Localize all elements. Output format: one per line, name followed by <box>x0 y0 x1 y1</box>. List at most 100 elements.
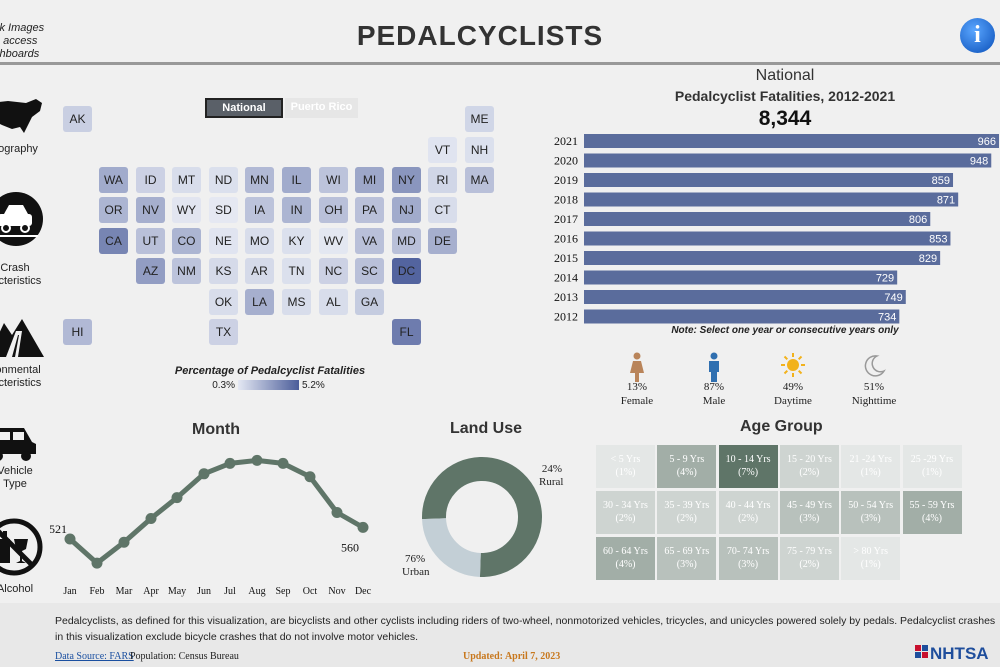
state-tile-nv[interactable]: NV <box>136 197 165 223</box>
state-tile-fl[interactable]: FL <box>392 319 421 345</box>
year-bar-2015[interactable] <box>584 251 941 265</box>
age-cell[interactable]: 10 - 14 Yrs (7%) <box>718 445 778 488</box>
state-tile-nd[interactable]: ND <box>209 167 238 193</box>
state-tile-az[interactable]: AZ <box>136 258 165 284</box>
state-tile-ca[interactable]: CA <box>99 228 128 254</box>
month-point-jan[interactable] <box>64 533 76 545</box>
state-tile-nj[interactable]: NJ <box>392 197 421 223</box>
month-point-nov[interactable] <box>331 507 343 518</box>
year-bar-2017[interactable] <box>584 212 931 226</box>
year-bar-2012[interactable] <box>584 309 900 324</box>
state-tile-id[interactable]: ID <box>136 167 165 193</box>
year-bar-2020[interactable] <box>584 153 992 168</box>
nav-alcohol-label[interactable]: Alcohol <box>0 583 34 595</box>
month-point-may[interactable] <box>171 492 183 504</box>
month-point-jul[interactable] <box>224 457 236 469</box>
age-cell[interactable]: 35 - 39 Yrs (2%) <box>657 491 717 534</box>
state-tile-in[interactable]: IN <box>282 197 311 223</box>
state-tile-ut[interactable]: UT <box>136 228 165 254</box>
state-tile-va[interactable]: VA <box>355 228 384 254</box>
age-cell[interactable]: 65 - 69 Yrs (3%) <box>657 537 717 580</box>
state-tile-ne[interactable]: NE <box>209 228 238 254</box>
state-tile-ma[interactable]: MA <box>465 167 494 193</box>
state-tile-nm[interactable]: NM <box>172 258 201 284</box>
nav-vehicle-label[interactable]: Vehicle Type <box>0 465 33 490</box>
national-toggle[interactable]: National <box>205 98 283 118</box>
year-bar-2019[interactable] <box>584 173 954 187</box>
state-tile-or[interactable]: OR <box>99 197 128 223</box>
age-cell[interactable]: 75 - 79 Yrs (2%) <box>779 537 839 580</box>
no-alcohol-icon[interactable] <box>0 515 48 577</box>
state-tile-sc[interactable]: SC <box>355 258 384 284</box>
state-tile-de[interactable]: DE <box>428 228 457 254</box>
age-cell[interactable]: 5 - 9 Yrs (4%) <box>657 445 717 488</box>
state-tile-wa[interactable]: WA <box>99 167 128 193</box>
age-cell[interactable]: 40 - 44 Yrs (2%) <box>718 491 778 534</box>
age-cell[interactable]: 50 - 54 Yrs (3%) <box>841 491 901 534</box>
state-tile-co[interactable]: CO <box>172 228 201 254</box>
state-tile-sd[interactable]: SD <box>209 197 238 223</box>
state-tile-ms[interactable]: MS <box>282 289 311 315</box>
age-cell[interactable]: 15 - 20 Yrs (2%) <box>779 445 839 488</box>
us-map-icon[interactable] <box>0 95 48 140</box>
state-tile-tn[interactable]: TN <box>282 258 311 284</box>
state-tile-ct[interactable]: CT <box>428 197 457 223</box>
state-tile-mn[interactable]: MN <box>245 167 274 193</box>
nav-geography-label[interactable]: eography <box>0 143 38 155</box>
info-icon[interactable]: i <box>960 18 995 53</box>
state-tile-md[interactable]: MD <box>392 228 421 254</box>
state-tile-pa[interactable]: PA <box>355 197 384 223</box>
state-tile-tx[interactable]: TX <box>209 319 238 345</box>
month-point-sep[interactable] <box>277 457 289 469</box>
state-tile-ks[interactable]: KS <box>209 258 238 284</box>
car-crash-icon[interactable] <box>0 190 48 248</box>
state-tile-ny[interactable]: NY <box>392 167 421 193</box>
month-point-mar[interactable] <box>118 536 130 548</box>
month-point-oct[interactable] <box>304 471 316 483</box>
nav-crash-label[interactable]: Crash racteristics <box>0 262 42 287</box>
age-cell[interactable]: 70- 74 Yrs (3%) <box>718 537 778 580</box>
land-use-slice-urban[interactable] <box>422 457 542 577</box>
data-source-link[interactable]: Data Source: FARS <box>55 651 134 662</box>
age-cell[interactable]: > 80 Yrs (1%) <box>841 537 901 580</box>
car-icon[interactable] <box>0 420 48 462</box>
state-tile-wi[interactable]: WI <box>319 167 348 193</box>
state-tile-ia[interactable]: IA <box>245 197 274 223</box>
state-tile-vt[interactable]: VT <box>428 137 457 163</box>
age-cell[interactable]: 45 - 49 Yrs (3%) <box>779 491 839 534</box>
state-tile-ak[interactable]: AK <box>63 106 92 132</box>
state-tile-mi[interactable]: MI <box>355 167 384 193</box>
state-tile-ok[interactable]: OK <box>209 289 238 315</box>
year-bar-2014[interactable] <box>584 270 898 285</box>
age-cell[interactable]: 60 - 64 Yrs (4%) <box>596 537 655 580</box>
age-cell[interactable]: 55 - 59 Yrs (4%) <box>902 491 962 534</box>
state-tile-nh[interactable]: NH <box>465 137 494 163</box>
state-tile-me[interactable]: ME <box>465 106 494 132</box>
state-tile-il[interactable]: IL <box>282 167 311 193</box>
nav-environmental-label[interactable]: ironmental racteristics <box>0 364 42 389</box>
road-mountain-icon[interactable] <box>0 315 48 360</box>
state-tile-oh[interactable]: OH <box>319 197 348 223</box>
month-point-dec[interactable] <box>357 521 369 533</box>
puerto-rico-toggle[interactable]: Puerto Rico <box>285 98 358 118</box>
year-bar-2016[interactable] <box>584 231 951 246</box>
state-tile-mt[interactable]: MT <box>172 167 201 193</box>
state-tile-ga[interactable]: GA <box>355 289 384 315</box>
month-point-feb[interactable] <box>91 557 103 569</box>
state-tile-nc[interactable]: NC <box>319 258 348 284</box>
age-cell[interactable]: 25 -29 Yrs (1%) <box>902 445 962 488</box>
state-tile-mo[interactable]: MO <box>245 228 274 254</box>
age-cell[interactable]: 30 - 34 Yrs (2%) <box>596 491 655 534</box>
state-tile-ri[interactable]: RI <box>428 167 457 193</box>
state-tile-la[interactable]: LA <box>245 289 274 315</box>
state-tile-al[interactable]: AL <box>319 289 348 315</box>
age-cell[interactable]: 21 -24 Yrs (1%) <box>841 445 901 488</box>
month-point-jun[interactable] <box>198 468 210 480</box>
state-tile-wv[interactable]: WV <box>319 228 348 254</box>
state-tile-ky[interactable]: KY <box>282 228 311 254</box>
month-point-apr[interactable] <box>145 512 157 524</box>
year-bar-2021[interactable] <box>584 134 999 148</box>
state-tile-ar[interactable]: AR <box>245 258 274 284</box>
state-tile-wy[interactable]: WY <box>172 197 201 223</box>
state-tile-hi[interactable]: HI <box>63 319 92 345</box>
